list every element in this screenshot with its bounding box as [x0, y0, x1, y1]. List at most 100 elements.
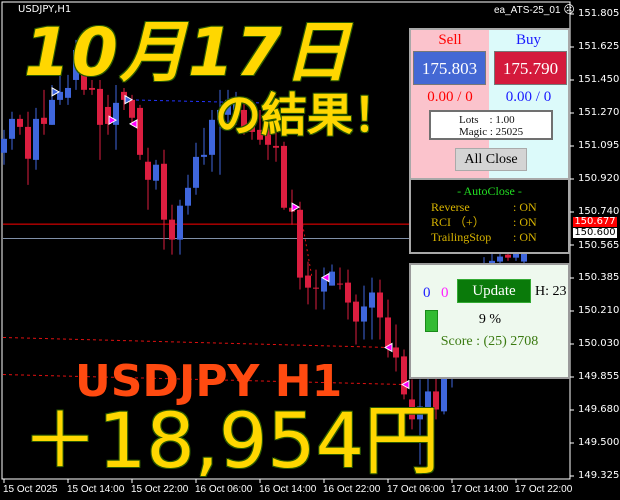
candle: [497, 256, 503, 262]
buy-button[interactable]: 175.790: [494, 51, 567, 85]
arrow-marker-icon: [400, 379, 410, 390]
candle: [9, 118, 15, 139]
row-value: : ON: [513, 215, 537, 229]
ea-label: ea_ATS-25_01 ☹: [494, 4, 575, 17]
row-label: RCI （+）: [431, 215, 485, 229]
arrow-marker-icon: [108, 115, 118, 126]
price-tick-label: 149.500: [578, 437, 620, 448]
candle: [217, 109, 223, 120]
score-label: Score : (25) 2708: [440, 334, 539, 349]
price-tick-label: 150.385: [578, 272, 620, 283]
candle: [433, 391, 439, 410]
trade-panel: Sell Buy 175.803 175.790 0.00 / 0 0.00 /…: [409, 28, 570, 180]
price-tick-label: 150.565: [578, 240, 620, 251]
progress-bar: [425, 310, 438, 332]
candle: [241, 109, 247, 130]
candle: [361, 306, 367, 322]
candle: [249, 124, 255, 132]
candle: [49, 99, 55, 125]
candle: [353, 301, 359, 322]
candle: [97, 88, 103, 125]
date-title: 10月17日: [24, 14, 352, 91]
sell-button[interactable]: 175.803: [413, 51, 486, 85]
time-tick-label: 17 Oct 06:00: [387, 484, 445, 495]
row-label: TrailingStop: [431, 230, 492, 244]
price-tick-label: 149.855: [578, 371, 620, 382]
time-tick-label: 15 Oct 14:00: [67, 484, 125, 495]
pair-label: USDJPY H1: [75, 356, 343, 407]
ask-price-tag: 150.600: [573, 227, 617, 238]
magic-value: Magic : 25025: [459, 126, 524, 138]
time-tick-label: 15 Oct 22:00: [131, 484, 189, 495]
price-tick-label: 151.450: [578, 74, 620, 85]
row-value: : ON: [513, 200, 537, 214]
progress-label: 9 %: [478, 312, 502, 327]
candle: [1, 138, 7, 153]
ea-name: ea_ATS-25_01: [494, 5, 561, 16]
candle: [105, 106, 111, 124]
candle: [425, 391, 431, 410]
count-blue: 0: [423, 285, 431, 301]
candle: [57, 91, 63, 100]
update-button[interactable]: Update: [457, 279, 531, 303]
candle: [337, 283, 343, 285]
autoclose-row-trailingstop: TrailingStop : ON: [431, 230, 566, 244]
row-value: : ON: [513, 230, 537, 244]
buy-label: Buy: [515, 32, 541, 48]
time-tick-label: 17 Oct 22:00: [515, 484, 573, 495]
candle: [321, 277, 327, 292]
price-tick-label: 150.030: [578, 338, 620, 349]
candle: [169, 219, 175, 240]
count-magenta: 0: [441, 285, 449, 301]
red-dotted-line: [2, 336, 389, 348]
candle: [177, 205, 183, 240]
time-tick-label: 16 Oct 22:00: [323, 484, 381, 495]
candle: [65, 87, 71, 98]
price-tick-label: 150.740: [578, 206, 620, 217]
price-tick-label: 150.210: [578, 305, 620, 316]
bid-price-tag: 150.677: [573, 216, 617, 227]
arrow-marker-icon: [128, 119, 138, 129]
candle: [201, 154, 207, 157]
arrow-marker-icon: [291, 202, 301, 213]
time-tick-label: 15 Oct 2025: [3, 484, 58, 495]
buy-profit: 0.00 / 0: [505, 89, 552, 105]
lots-value: Lots : 1.00: [459, 114, 515, 126]
autoclose-row-reverse: Reverse : ON: [431, 200, 566, 214]
candle: [385, 317, 391, 348]
candle: [281, 145, 287, 208]
candle: [273, 145, 279, 148]
price-tick-label: 151.270: [578, 107, 620, 118]
candle: [41, 117, 47, 124]
chart-frame: [1, 1, 571, 480]
candle: [233, 97, 239, 110]
candle: [89, 87, 95, 90]
candle: [81, 44, 87, 90]
candle: [145, 161, 151, 180]
arrow-marker-icon: [383, 342, 393, 353]
candle: [161, 163, 167, 220]
candle: [137, 107, 143, 155]
price-tick-label: 149.680: [578, 404, 620, 415]
candle: [193, 156, 199, 188]
row-label: Reverse: [431, 200, 470, 214]
red-dotted-line: [2, 374, 405, 386]
candle: [409, 399, 415, 420]
candle: [185, 187, 191, 206]
candle: [153, 164, 159, 181]
candle: [345, 282, 351, 303]
candle: [393, 347, 399, 358]
frown-face-icon: ☹: [563, 4, 575, 16]
candle: [129, 99, 135, 118]
candle: [505, 254, 511, 258]
candle: [209, 119, 215, 155]
candle: [73, 49, 79, 80]
symbol-label: USDJPY,H1: [18, 4, 72, 15]
candle: [521, 249, 527, 262]
candle: [305, 275, 311, 288]
candle: [329, 271, 335, 286]
all-close-button[interactable]: All Close: [455, 148, 527, 171]
candle: [441, 377, 447, 412]
candle: [297, 209, 303, 278]
